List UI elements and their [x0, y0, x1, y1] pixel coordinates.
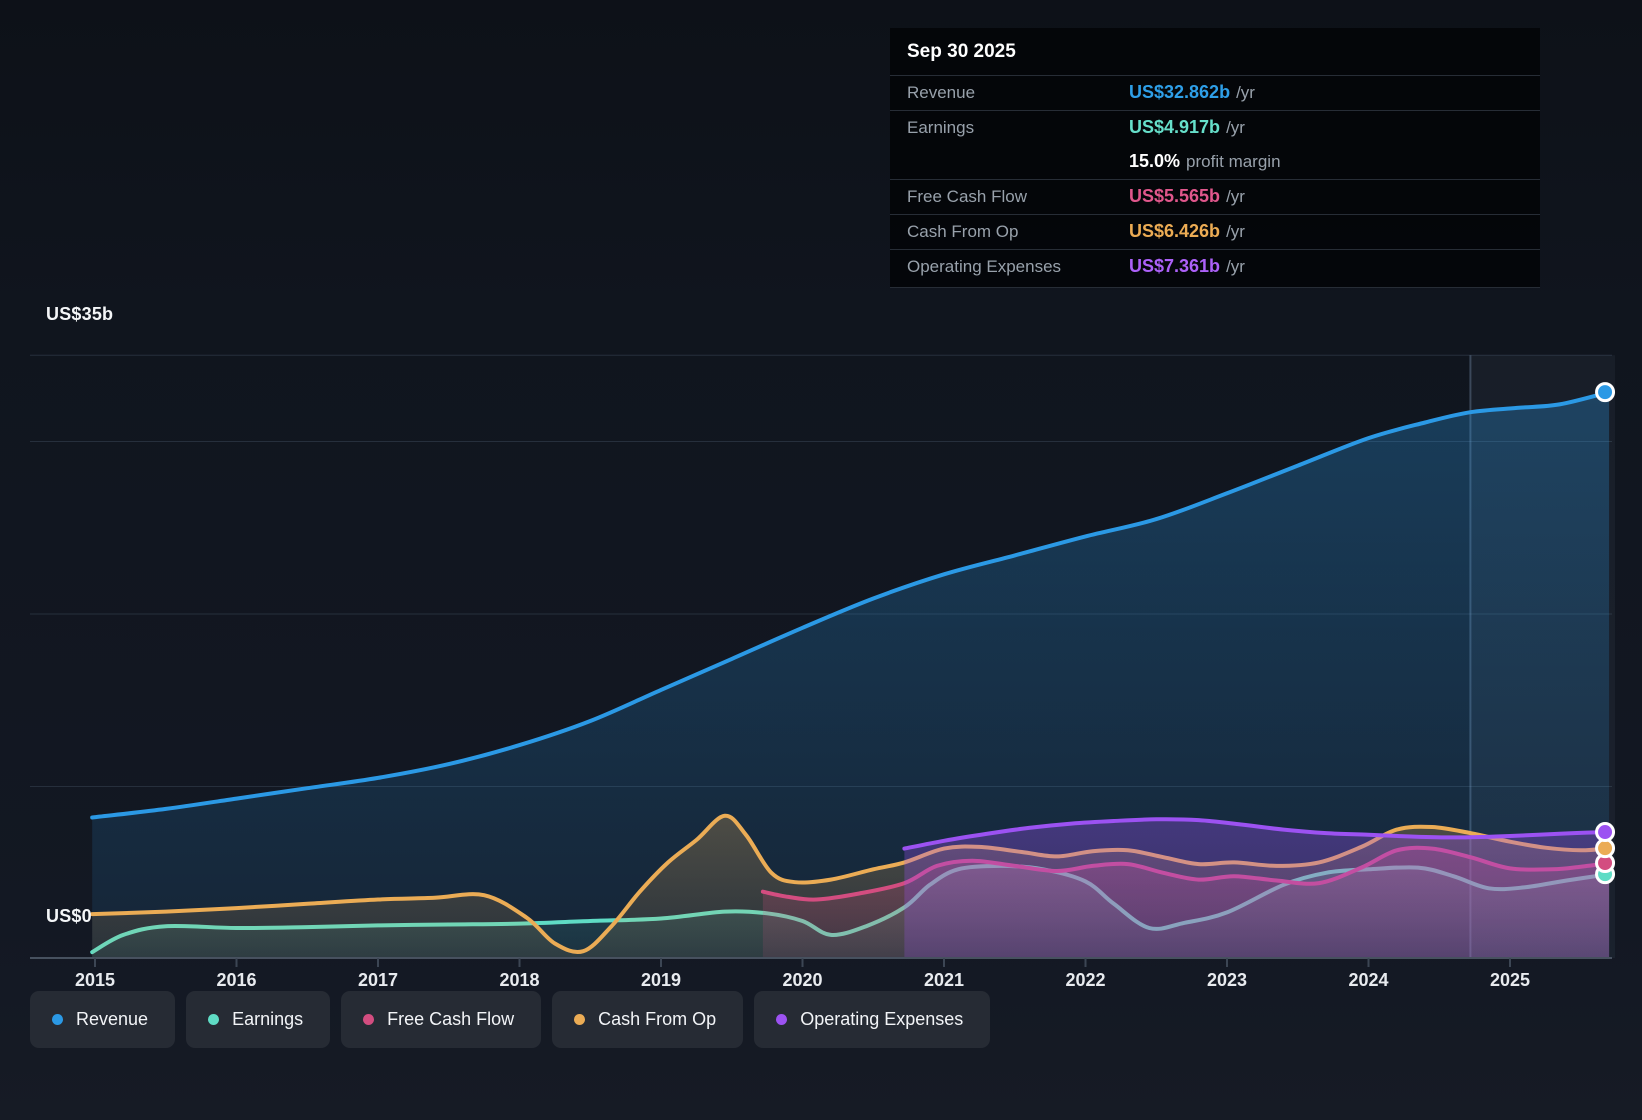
tooltip-row-suffix: /yr	[1226, 257, 1245, 276]
line-operating-expenses	[902, 817, 1612, 851]
tooltip-date: Sep 30 2025	[907, 41, 1016, 62]
x-axis-label-2015: 2015	[74, 970, 116, 990]
tooltip-row-value: US$7.361b	[1129, 256, 1221, 276]
tooltip-row-earnings: Earnings US$4.917b/yr	[890, 110, 1540, 145]
legend-chip-revenue[interactable]: Revenue	[30, 991, 176, 1048]
legend-dot-icon	[776, 1014, 788, 1025]
legend-label: Operating Expenses	[800, 1009, 964, 1029]
x-axis-label-2021: 2021	[923, 970, 965, 990]
tooltip-row-value: US$5.565b	[1129, 186, 1221, 206]
tooltip-row-suffix: /yr	[1226, 118, 1245, 137]
x-axis-label-2022: 2022	[1065, 970, 1106, 990]
end-dot-operating-expenses	[1595, 822, 1616, 843]
x-axis-label-2019: 2019	[640, 970, 682, 990]
x-axis-label-2020: 2020	[782, 970, 823, 990]
tooltip-row-label: Free Cash Flow	[907, 187, 1027, 206]
tooltip-row-label: Earnings	[907, 118, 975, 137]
end-dot-revenue	[1595, 382, 1616, 403]
tooltip-row-label: Revenue	[907, 83, 976, 102]
x-axis-label-2024: 2024	[1348, 970, 1389, 990]
tooltip-row-suffix: profit margin	[1186, 152, 1281, 171]
tooltip-row-profit-margin: 15.0% profit margin	[890, 145, 1540, 179]
legend-dot-icon	[208, 1014, 220, 1025]
tooltip-row-value: 15.0%	[1129, 151, 1181, 171]
tooltip-row-revenue: Revenue US$32.862b/yr	[890, 75, 1540, 110]
y-axis-max-label: US$35b	[46, 304, 114, 324]
area-revenue	[92, 392, 1610, 960]
y-axis-zero-label: US$0	[46, 906, 92, 926]
tooltip-row-cash-from-op: Cash From Op US$6.426b/yr	[890, 214, 1540, 249]
legend-label: Earnings	[232, 1009, 304, 1029]
tooltip-row-suffix: /yr	[1236, 83, 1255, 102]
tooltip-row-suffix: /yr	[1226, 222, 1245, 241]
tooltip-rows: Revenue US$32.862b/yr Earnings US$4.917b/yr…	[890, 75, 1540, 284]
x-axis-label-2018: 2018	[499, 970, 540, 990]
x-axis-label-2025: 2025	[1489, 970, 1531, 990]
chart-legend: Revenue Earnings Free Cash Flow Cash From O…	[30, 991, 991, 1048]
tooltip-row-suffix: /yr	[1226, 187, 1245, 206]
x-axis-label-2023: 2023	[1206, 970, 1248, 990]
x-axis-label-2017: 2017	[357, 970, 399, 990]
chart-tooltip: Sep 30 2025 Revenue US$32.862b/yr Earnings…	[890, 28, 1540, 288]
tooltip-row-value: US$6.426b	[1129, 221, 1221, 241]
line-revenue	[90, 390, 1612, 820]
tooltip-row-value: US$32.862b	[1129, 82, 1231, 102]
legend-dot-icon	[574, 1014, 586, 1025]
legend-label: Cash From Op	[598, 1009, 717, 1029]
tooltip-row-label: Cash From Op	[907, 222, 1019, 241]
tooltip-row-value: US$4.917b	[1129, 117, 1221, 137]
tooltip-row-free-cash-flow: Free Cash Flow US$5.565b/yr	[890, 179, 1540, 214]
tooltip-row-operating-expenses: Operating Expenses US$7.361b/yr	[890, 249, 1540, 284]
x-axis-label-2016: 2016	[216, 970, 257, 990]
legend-chip-cash-from-op[interactable]: Cash From Op	[552, 991, 744, 1048]
legend-chip-earnings[interactable]: Earnings	[186, 991, 331, 1048]
area-operating-expenses	[904, 819, 1610, 959]
end-dot-cash-from-op	[1595, 838, 1616, 859]
legend-label: Revenue	[76, 1009, 149, 1029]
legend-dot-icon	[363, 1014, 375, 1025]
tooltip-row-label: Operating Expenses	[907, 257, 1062, 276]
legend-chip-operating-expenses[interactable]: Operating Expenses	[754, 991, 991, 1048]
legend-chip-free-cash-flow[interactable]: Free Cash Flow	[341, 991, 542, 1048]
legend-label: Free Cash Flow	[387, 1009, 515, 1029]
legend-dot-icon	[52, 1014, 63, 1025]
